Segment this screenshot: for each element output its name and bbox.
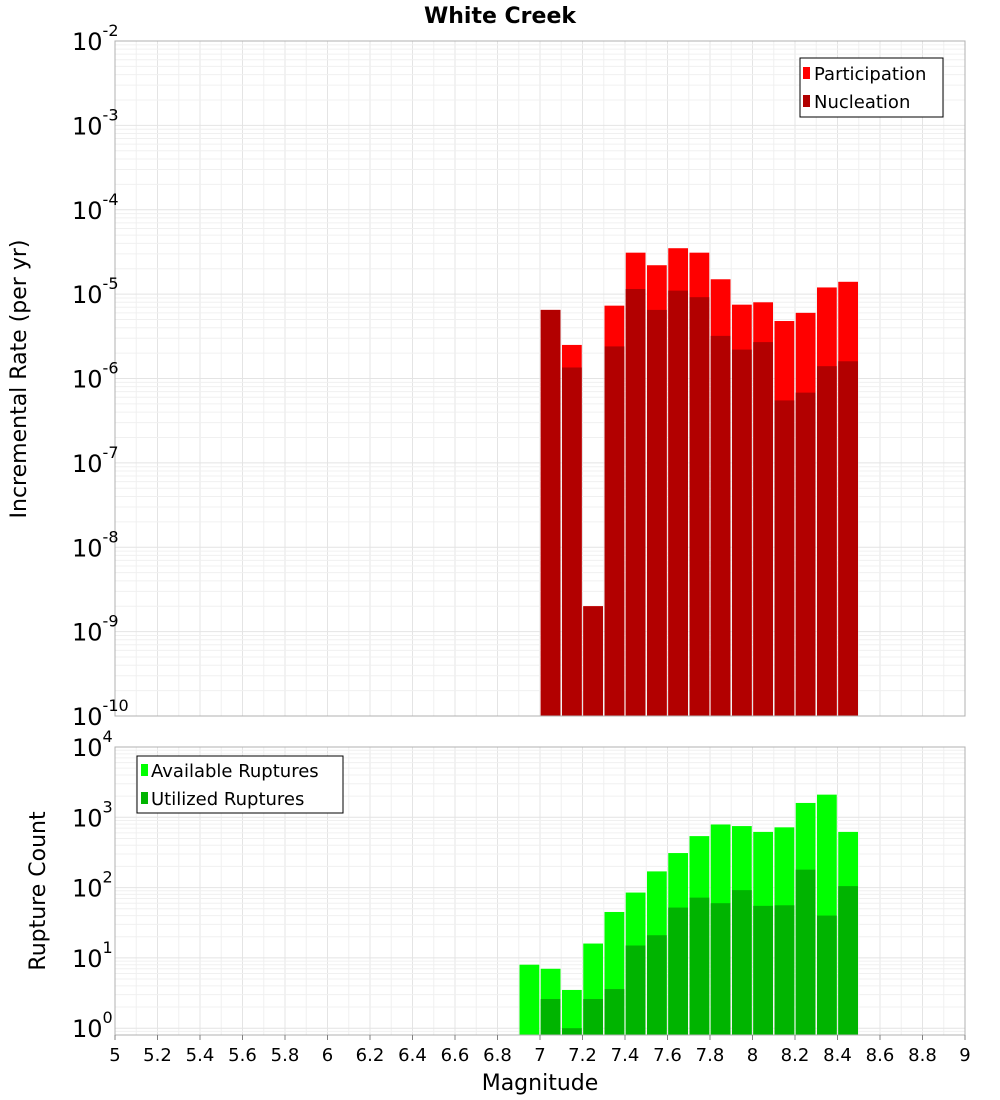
rate-y-tick-label: 10-6 — [72, 359, 119, 394]
nucleation-bar — [625, 289, 646, 716]
rupture-y-tick-label: 103 — [72, 797, 113, 832]
rate-y-tick-label: 10-4 — [72, 190, 119, 225]
utilized-ruptures-bar — [604, 989, 625, 1035]
nucleation-legend-label: Nucleation — [814, 92, 910, 113]
nucleation-bar — [774, 400, 795, 716]
utilized-ruptures-bar — [647, 935, 667, 1035]
rupture-bars — [519, 794, 858, 1035]
participation-legend-label: Participation — [814, 64, 926, 85]
available-swatch — [141, 764, 148, 776]
utilized-ruptures-bar — [774, 905, 795, 1035]
rate-y-ticks: 10-2 10-3 10-4 10-5 10-6 10-7 10-8 10-9 10-10 — [72, 21, 129, 731]
x-tick-label: 6.4 — [398, 1045, 427, 1066]
x-tick-label: 8.4 — [823, 1045, 852, 1066]
rate-bars — [540, 248, 858, 717]
rate-y-tick-label: 10-10 — [72, 696, 129, 731]
x-tick-label: 5.2 — [143, 1045, 172, 1066]
utilized-ruptures-bar — [540, 999, 561, 1035]
nucleation-bar — [668, 290, 688, 716]
rupture-legend-box — [136, 755, 344, 814]
nucleation-bar — [710, 335, 731, 716]
utilized-ruptures-bar — [838, 886, 858, 1035]
nucleation-swatch — [803, 95, 810, 107]
rate-y-axis-label: Incremental Rate (per yr) — [7, 240, 32, 519]
x-tick-label: 7.6 — [653, 1045, 682, 1066]
utilized-ruptures-bar — [668, 907, 688, 1035]
rupture-y-ticks: 104 103 102 101 100 — [72, 727, 113, 1043]
x-tick-label: 7.4 — [611, 1045, 640, 1066]
rupture-y-tick-label: 100 — [72, 1008, 113, 1043]
x-axis-label: Magnitude — [482, 1071, 599, 1096]
rate-legend: Participation Nucleation — [799, 57, 944, 118]
x-tick-label: 8.2 — [781, 1045, 810, 1066]
x-tick-label: 5 — [109, 1045, 120, 1066]
rate-grid — [114, 40, 966, 717]
participation-swatch — [803, 67, 810, 79]
rupture-y-axis-label: Rupture Count — [26, 811, 51, 971]
rate-y-tick-label: 10-8 — [72, 527, 119, 562]
rate-panel: 10-2 10-3 10-4 10-5 10-6 10-7 10-8 10-9 10-10 In… — [7, 21, 966, 731]
utilized-ruptures-bar — [689, 897, 710, 1035]
rate-y-tick-label: 10-3 — [72, 105, 119, 140]
rate-y-tick-label: 10-9 — [72, 612, 119, 647]
utilized-ruptures-bar — [732, 890, 752, 1035]
x-tick-label: 6.6 — [441, 1045, 470, 1066]
rupture-legend: Available Ruptures Utilized Ruptures — [136, 755, 344, 814]
nucleation-bar — [753, 342, 773, 716]
x-tick-label: 5.8 — [271, 1045, 300, 1066]
utilized-ruptures-bar — [562, 1028, 582, 1035]
nucleation-bar — [795, 392, 816, 716]
rate-legend-box — [799, 57, 944, 118]
nucleation-bar — [689, 297, 710, 716]
utilized-ruptures-bar — [753, 905, 773, 1035]
x-tick-label: 6.8 — [483, 1045, 512, 1066]
rate-y-tick-label: 10-5 — [72, 274, 119, 309]
rate-plot-frame — [114, 40, 966, 717]
x-tick-label: 8.8 — [908, 1045, 937, 1066]
x-tick-label: 7 — [534, 1045, 545, 1066]
available-ruptures-bar — [519, 964, 540, 1035]
available-ruptures-bar — [562, 989, 582, 1035]
x-tick-label: 6.2 — [356, 1045, 385, 1066]
nucleation-bar — [540, 309, 561, 716]
rupture-y-tick-label: 104 — [72, 727, 113, 762]
rupture-y-tick-label: 102 — [72, 868, 113, 903]
available-legend-label: Available Ruptures — [151, 761, 319, 782]
x-tick-label: 5.6 — [228, 1045, 257, 1066]
utilized-ruptures-bar — [583, 999, 603, 1035]
utilized-ruptures-bar — [625, 945, 646, 1035]
nucleation-bar — [732, 349, 752, 716]
rupture-y-tick-label: 101 — [72, 938, 113, 973]
rupture-panel: 104 103 102 101 100 5 5.2 5.4 5.6 5.8 6 6.2 6.4 6.6 6… — [26, 727, 971, 1096]
nucleation-bar — [583, 606, 603, 716]
utilized-ruptures-bar — [710, 903, 731, 1035]
nucleation-bar — [838, 361, 858, 716]
x-tick-label: 9 — [959, 1045, 970, 1066]
x-tick-label: 8.6 — [866, 1045, 895, 1066]
nucleation-bar — [817, 366, 837, 716]
nucleation-bar — [562, 367, 582, 716]
x-tick-label: 5.4 — [186, 1045, 215, 1066]
utilized-ruptures-bar — [817, 915, 837, 1035]
utilized-ruptures-bar — [795, 869, 816, 1035]
utilized-legend-label: Utilized Ruptures — [151, 789, 304, 810]
utilized-swatch — [141, 792, 148, 804]
x-tick-label: 6 — [322, 1045, 333, 1066]
x-ticks: 5 5.2 5.4 5.6 5.8 6 6.2 6.4 6.6 6.8 7 7.2 7.4 7.6 7.8 8… — [109, 1035, 971, 1066]
x-tick-label: 7.8 — [696, 1045, 725, 1066]
chart-title: White Creek — [424, 4, 577, 29]
x-tick-label: 8 — [747, 1045, 758, 1066]
rate-y-tick-label: 10-2 — [72, 21, 119, 56]
nucleation-bar — [604, 346, 625, 716]
x-tick-label: 7.2 — [568, 1045, 597, 1066]
rate-y-tick-label: 10-7 — [72, 443, 119, 478]
nucleation-bar — [647, 309, 667, 716]
